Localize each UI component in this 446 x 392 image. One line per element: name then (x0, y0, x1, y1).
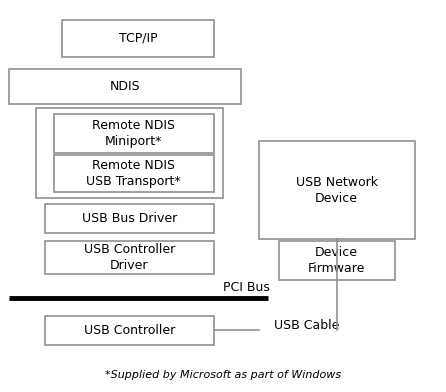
Text: Remote NDIS
Miniport*: Remote NDIS Miniport* (92, 119, 175, 148)
Bar (9, 69, 241, 104)
Text: PCI Bus: PCI Bus (223, 281, 270, 294)
Bar (259, 141, 415, 239)
Text: USB Bus Driver: USB Bus Driver (82, 212, 177, 225)
Bar (36, 108, 223, 198)
Text: USB Controller: USB Controller (84, 324, 175, 337)
Bar (54, 114, 214, 153)
Bar (45, 316, 214, 345)
Bar (279, 241, 395, 280)
Bar (45, 204, 214, 233)
Text: TCP/IP: TCP/IP (119, 32, 157, 45)
Bar (45, 241, 214, 274)
Text: NDIS: NDIS (110, 80, 140, 93)
Text: USB Cable: USB Cable (274, 319, 340, 332)
Text: USB Controller
Driver: USB Controller Driver (84, 243, 175, 272)
Bar (54, 155, 214, 192)
Bar (62, 20, 214, 57)
Text: Device
Firmware: Device Firmware (308, 246, 365, 275)
Text: Remote NDIS
USB Transport*: Remote NDIS USB Transport* (87, 159, 181, 188)
Text: USB Network
Device: USB Network Device (296, 176, 378, 205)
Text: *Supplied by Microsoft as part of Windows: *Supplied by Microsoft as part of Window… (105, 370, 341, 380)
